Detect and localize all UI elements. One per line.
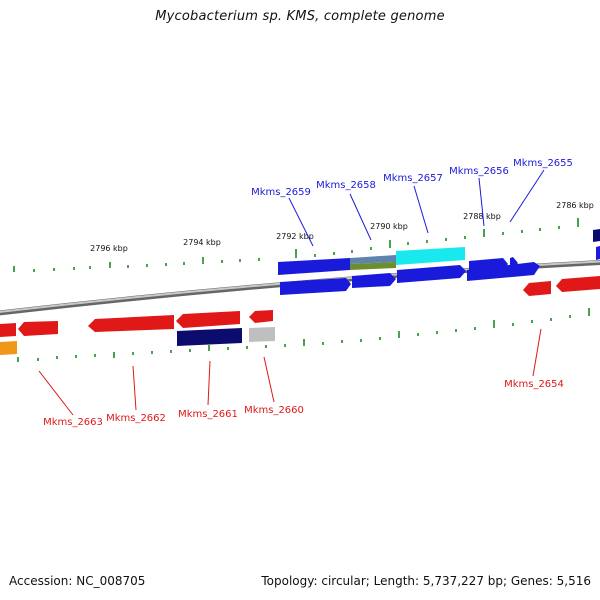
forward-gene-lane-1 <box>278 229 600 275</box>
gene-mkms-2661[interactable] <box>177 328 242 346</box>
gene-mkms-2662[interactable] <box>88 315 174 332</box>
gene-forward-c[interactable] <box>397 265 466 283</box>
gene-label-mkms-2654[interactable]: Mkms_2654 <box>504 379 564 390</box>
gene-forward-d[interactable] <box>467 262 540 281</box>
gene-label-mkms-2661[interactable]: Mkms_2661 <box>178 409 238 420</box>
scale-label: 2792 kbp <box>276 232 314 241</box>
gene-label-mkms-2660[interactable]: Mkms_2660 <box>244 405 304 416</box>
gene-mkms-2658-top[interactable] <box>350 255 396 264</box>
gene-orange-edge[interactable] <box>0 341 17 355</box>
scale-label: 2786 kbp <box>556 201 594 210</box>
genome-info-text: Topology: circular; Length: 5,737,227 bp… <box>261 574 591 588</box>
accession-text: Accession: NC_008705 <box>9 574 146 588</box>
scale-label: 2788 kbp <box>463 212 501 221</box>
gene-label-mkms-2655[interactable]: Mkms_2655 <box>513 158 573 169</box>
gene-label-mkms-2662[interactable]: Mkms_2662 <box>106 413 166 424</box>
scale-label: 2796 kbp <box>90 244 128 253</box>
gene-label-mkms-2663[interactable]: Mkms_2663 <box>43 417 103 428</box>
genome-title: Mycobacterium sp. KMS, complete genome <box>155 9 445 24</box>
gene-label-mkms-2658[interactable]: Mkms_2658 <box>316 180 376 191</box>
gene-label-mkms-2656[interactable]: Mkms_2656 <box>449 166 509 177</box>
forward-leader-lines <box>288 169 545 247</box>
gene-forward-b[interactable] <box>352 273 396 288</box>
gene-mkms-2659[interactable] <box>278 258 350 275</box>
gene-mkms-2658-bottom[interactable] <box>350 262 396 270</box>
scale-label: 2790 kbp <box>370 222 408 231</box>
scale-label: 2794 kbp <box>183 238 221 247</box>
lower-scale-ticks <box>17 308 590 362</box>
gene-mkms-2657[interactable] <box>396 247 465 265</box>
gene-mkms-2660[interactable] <box>249 327 275 342</box>
gene-mkms-2663[interactable] <box>18 321 58 336</box>
reverse-leader-lines <box>38 328 542 416</box>
gene-label-mkms-2659[interactable]: Mkms_2659 <box>251 187 311 198</box>
gene-offscreen-blue-top[interactable] <box>593 229 600 242</box>
upper-scale-ticks <box>13 218 579 272</box>
gene-offscreen-blue-bottom[interactable] <box>596 246 600 260</box>
gene-reverse-f[interactable] <box>556 276 600 292</box>
gene-reverse-edge[interactable] <box>0 323 16 337</box>
gene-mkms-2660-red[interactable] <box>249 310 273 323</box>
gene-mkms-2661-red[interactable] <box>176 311 240 328</box>
gene-forward-a[interactable] <box>280 278 351 295</box>
gene-label-mkms-2657[interactable]: Mkms_2657 <box>383 173 443 184</box>
gene-mkms-2654[interactable] <box>523 281 551 296</box>
reverse-gene-lane-1 <box>0 276 600 355</box>
forward-gene-lane-2 <box>280 246 600 295</box>
